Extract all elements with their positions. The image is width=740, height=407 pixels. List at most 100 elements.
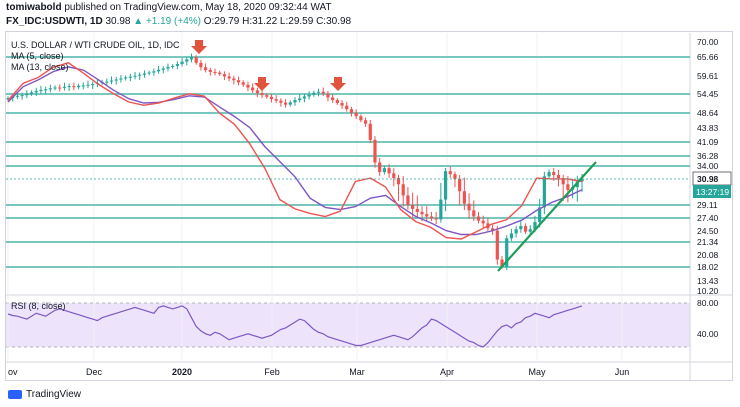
price-tick-label: 41.09 bbox=[697, 137, 719, 147]
candle-body bbox=[171, 65, 175, 67]
candle-body bbox=[373, 139, 377, 163]
candle-body bbox=[142, 73, 147, 75]
last-price: 30.98 bbox=[105, 16, 131, 27]
candle-body bbox=[481, 220, 485, 224]
candle-body bbox=[86, 84, 90, 86]
candle-body bbox=[495, 230, 499, 260]
chart-title: U.S. DOLLAR / WTI CRUDE OIL, 1D, IDC bbox=[11, 40, 180, 50]
candle-body bbox=[232, 78, 236, 81]
candle-body bbox=[293, 100, 297, 103]
candle-body bbox=[236, 80, 241, 83]
legend-rsi[interactable]: RSI (8, close) bbox=[11, 301, 66, 311]
candle-body bbox=[109, 80, 114, 82]
candle-body bbox=[227, 76, 231, 79]
candle-body bbox=[260, 93, 264, 96]
candle-body bbox=[124, 77, 128, 79]
candle-body bbox=[340, 102, 344, 106]
candle-body bbox=[222, 74, 227, 77]
candle-body bbox=[255, 90, 259, 94]
candle-body bbox=[533, 222, 537, 230]
price-tick-label: 18.02 bbox=[697, 262, 719, 272]
candle-body bbox=[265, 95, 269, 97]
price-tick-label: 13.43 bbox=[697, 276, 719, 286]
price-tick-label: 10.20 bbox=[697, 286, 719, 296]
candle-body bbox=[368, 123, 372, 140]
candle-body bbox=[58, 87, 62, 89]
candle-body bbox=[147, 72, 151, 74]
candle-body bbox=[491, 228, 495, 231]
candle-body bbox=[378, 162, 382, 173]
legend-ma13[interactable]: MA (13, close) bbox=[11, 62, 69, 72]
candle-body bbox=[279, 100, 283, 103]
candle-body bbox=[152, 71, 156, 73]
candle-body bbox=[39, 89, 43, 92]
legend-ma5[interactable]: MA (5, close) bbox=[11, 51, 64, 61]
price-tick-label: 20.08 bbox=[697, 250, 719, 260]
brand-name: TradingView bbox=[26, 389, 82, 400]
candle-body bbox=[133, 75, 137, 77]
candle-body bbox=[462, 191, 466, 204]
ohlc-values: O:29.79 H:31.22 L:29.59 C:30.98 bbox=[203, 16, 352, 27]
candle-body bbox=[556, 175, 561, 179]
price-change: ▲ +1.19 (+4%) bbox=[133, 16, 201, 27]
candle-body bbox=[434, 218, 438, 220]
candle-body bbox=[288, 102, 292, 105]
candle-body bbox=[119, 78, 123, 80]
down-arrow-icon bbox=[330, 77, 346, 91]
price-tick-label: 59.61 bbox=[697, 71, 719, 81]
candle-body bbox=[194, 57, 198, 63]
publish-info: tomiwabold published on TradingView.com,… bbox=[6, 2, 332, 13]
rsi-band bbox=[6, 303, 690, 347]
candle-body bbox=[396, 178, 401, 185]
candle-body bbox=[500, 259, 504, 267]
candle-body bbox=[302, 96, 307, 99]
candle-body bbox=[114, 79, 118, 81]
time-tick-label: Jun bbox=[615, 367, 630, 377]
candle-body bbox=[331, 97, 335, 101]
time-tick-label: ov bbox=[8, 367, 18, 377]
candle-body bbox=[382, 168, 386, 173]
candle-body bbox=[476, 216, 481, 221]
time-tick-label: May bbox=[528, 367, 546, 377]
rsi-tick-label: 80.00 bbox=[697, 298, 719, 308]
candle-body bbox=[67, 86, 71, 88]
ma5-line bbox=[7, 62, 583, 240]
footer-brand[interactable]: TradingView bbox=[8, 389, 81, 400]
candle-body bbox=[425, 214, 429, 217]
candle-body bbox=[363, 120, 368, 124]
candle-body bbox=[514, 229, 518, 234]
candle-body bbox=[180, 61, 184, 65]
candle-body bbox=[166, 66, 170, 69]
price-tick-label: 27.40 bbox=[697, 213, 719, 223]
candle-body bbox=[105, 81, 109, 83]
countdown-label: 13:27:19 bbox=[696, 187, 729, 197]
candle-body bbox=[34, 91, 38, 93]
candle-body bbox=[505, 238, 509, 267]
published-text: published on TradingView.com, May 18, 20… bbox=[64, 2, 332, 13]
candle-body bbox=[359, 116, 363, 121]
candle-body bbox=[326, 93, 330, 98]
candle-body bbox=[156, 69, 161, 72]
candle-body bbox=[580, 179, 584, 182]
down-arrow-icon bbox=[254, 77, 270, 91]
candle-body bbox=[316, 91, 321, 93]
candle-body bbox=[542, 176, 546, 208]
candle-body bbox=[218, 72, 222, 75]
author-name[interactable]: tomiwabold bbox=[6, 2, 62, 13]
candle-body bbox=[458, 178, 462, 192]
price-tick-label: 21.34 bbox=[697, 237, 719, 247]
candle-body bbox=[321, 91, 325, 94]
price-tick-label: 34.00 bbox=[697, 161, 719, 171]
time-tick-label: Dec bbox=[86, 367, 103, 377]
candle-body bbox=[189, 57, 194, 60]
candle-body bbox=[269, 96, 274, 100]
candle-body bbox=[307, 94, 311, 97]
candle-body bbox=[204, 67, 208, 71]
price-tick-label: 29.11 bbox=[697, 200, 718, 210]
candle-body bbox=[246, 84, 250, 88]
candle-body bbox=[443, 171, 448, 200]
time-tick-label: Mar bbox=[349, 367, 365, 377]
candle-body bbox=[76, 85, 81, 88]
candle-body bbox=[411, 205, 415, 209]
